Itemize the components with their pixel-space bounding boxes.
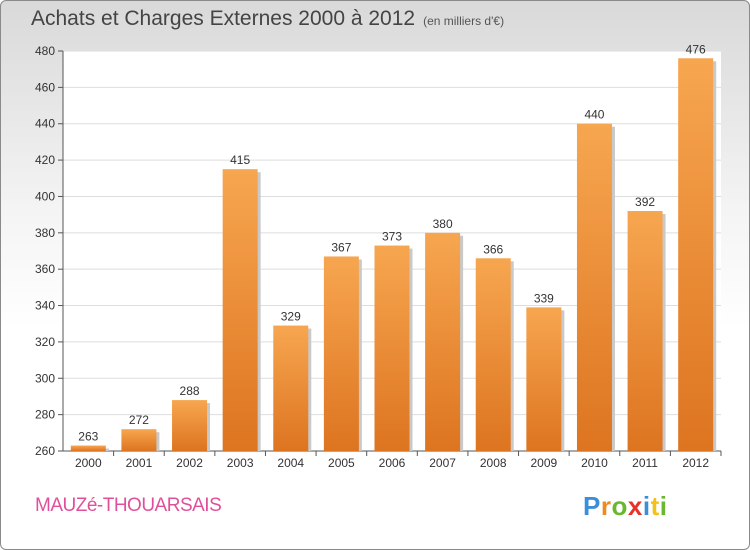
y-tick-label: 400 [35,189,55,203]
data-label: 366 [483,242,503,256]
y-tick-label: 300 [35,371,55,385]
bar [425,232,461,451]
x-tick-label: 2011 [632,456,658,470]
bar [678,58,714,451]
x-tick-label: 2001 [126,456,153,470]
y-tick-label: 380 [35,226,55,240]
logo-letter: i [659,491,668,521]
y-tick-label: 340 [35,299,55,313]
logo-letter: x [627,491,643,521]
data-label: 263 [78,430,98,444]
data-label: 329 [281,310,301,324]
logo-letter: r [600,491,612,521]
data-label: 272 [129,413,149,427]
data-label: 392 [635,195,655,209]
x-tick-label: 2004 [277,456,304,470]
x-tick-label: 2003 [227,456,254,470]
data-label: 380 [433,217,453,231]
data-label: 367 [331,240,351,254]
y-tick-label: 460 [35,80,55,94]
data-label: 476 [686,42,706,56]
logo-letter: t [650,491,660,521]
bar [273,325,309,451]
bar [526,307,562,451]
data-label: 339 [534,291,554,305]
logo-letter: o [611,491,628,521]
data-label: 440 [584,108,604,122]
chart-title-text: Achats et Charges Externes 2000 à 2012 [31,7,416,30]
proxiti-logo: Proxiti [583,491,667,522]
data-label: 288 [180,384,200,398]
y-tick-label: 440 [35,117,55,131]
bar [70,445,106,451]
bar [576,123,612,452]
bar [323,256,359,451]
x-tick-label: 2009 [530,456,557,470]
bar [374,245,410,451]
y-tick-label: 280 [35,408,55,422]
y-tick-label: 420 [35,153,55,167]
bar [121,429,157,451]
bar [627,211,663,451]
y-tick-label: 260 [35,444,55,458]
x-tick-label: 2002 [176,456,203,470]
x-tick-label: 2000 [75,456,102,470]
y-tick-label: 320 [35,335,55,349]
x-tick-label: 2007 [429,456,456,470]
x-tick-label: 2005 [328,456,355,470]
x-tick-label: 2010 [581,456,608,470]
y-tick-label: 360 [35,262,55,276]
x-tick-label: 2008 [480,456,507,470]
logo-letter: P [583,491,601,521]
chart-title: Achats et Charges Externes 2000 à 2012 (e… [31,7,504,31]
bar [222,169,258,451]
chart-unit: (en milliers d'€) [423,14,505,28]
data-label: 415 [230,153,250,167]
bar [475,258,511,451]
x-tick-label: 2012 [682,456,709,470]
bar [172,400,208,451]
data-label: 373 [382,230,402,244]
town-name: MAUZé-THOUARSAIS [35,495,222,516]
y-tick-label: 480 [35,44,55,58]
x-tick-label: 2006 [379,456,406,470]
logo-letter: i [642,491,651,521]
